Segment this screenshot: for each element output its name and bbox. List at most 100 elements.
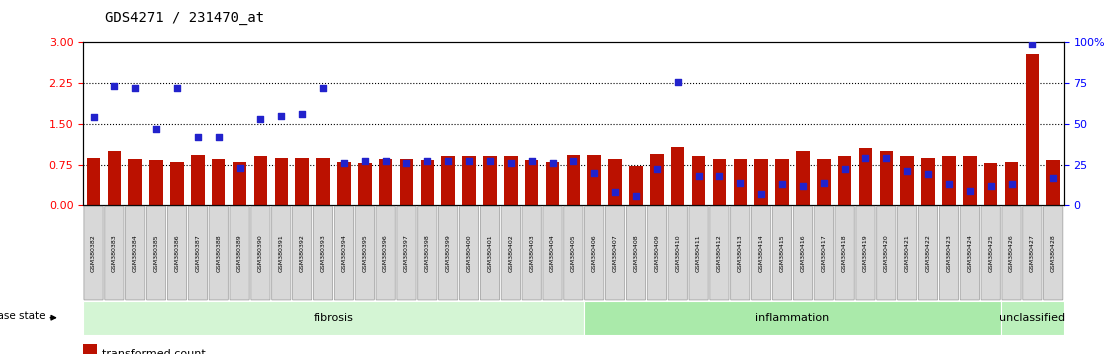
Point <box>315 85 332 91</box>
Text: GSM380419: GSM380419 <box>863 234 868 272</box>
Text: GSM380427: GSM380427 <box>1029 234 1035 272</box>
Point <box>440 159 458 164</box>
Text: GSM380392: GSM380392 <box>299 234 305 272</box>
Bar <box>400 159 413 205</box>
Bar <box>171 162 184 205</box>
Point <box>230 165 248 171</box>
Bar <box>212 159 226 205</box>
Text: GSM380426: GSM380426 <box>1009 234 1014 272</box>
Bar <box>629 166 643 205</box>
FancyBboxPatch shape <box>356 206 375 300</box>
FancyBboxPatch shape <box>230 206 249 300</box>
Point <box>398 160 416 166</box>
Text: transformed count: transformed count <box>102 349 206 354</box>
Point <box>168 85 186 91</box>
Text: GSM380397: GSM380397 <box>404 234 409 272</box>
Text: GSM380393: GSM380393 <box>320 234 326 272</box>
Bar <box>984 163 997 205</box>
Point <box>523 159 541 164</box>
Bar <box>254 156 267 205</box>
FancyBboxPatch shape <box>1002 206 1022 300</box>
FancyBboxPatch shape <box>335 206 353 300</box>
Text: GSM380428: GSM380428 <box>1050 234 1056 272</box>
FancyBboxPatch shape <box>647 206 666 300</box>
Text: GSM380401: GSM380401 <box>488 234 492 272</box>
Bar <box>1026 55 1039 205</box>
Bar <box>275 158 288 205</box>
Text: GSM380425: GSM380425 <box>988 234 993 272</box>
Bar <box>671 147 685 205</box>
Bar <box>462 156 475 205</box>
Text: GSM380410: GSM380410 <box>675 234 680 272</box>
FancyBboxPatch shape <box>584 301 1002 335</box>
Text: GSM380406: GSM380406 <box>592 234 597 272</box>
Text: GSM380402: GSM380402 <box>509 234 513 272</box>
Text: GSM380411: GSM380411 <box>696 234 701 272</box>
FancyBboxPatch shape <box>1023 206 1042 300</box>
Text: GSM380390: GSM380390 <box>258 234 263 272</box>
Point <box>899 168 916 174</box>
Text: GSM380416: GSM380416 <box>800 234 806 272</box>
Bar <box>650 154 664 205</box>
Point <box>689 173 707 179</box>
Text: GSM380408: GSM380408 <box>634 234 638 272</box>
FancyBboxPatch shape <box>919 206 937 300</box>
FancyBboxPatch shape <box>397 206 417 300</box>
Point <box>252 116 269 122</box>
Bar <box>379 159 392 205</box>
Bar <box>608 159 622 205</box>
Point <box>648 167 666 172</box>
Bar <box>129 159 142 205</box>
FancyBboxPatch shape <box>751 206 771 300</box>
Bar <box>86 158 101 205</box>
Bar <box>441 156 455 205</box>
FancyBboxPatch shape <box>146 206 166 300</box>
FancyBboxPatch shape <box>522 206 542 300</box>
Text: GSM380400: GSM380400 <box>466 234 472 272</box>
Bar <box>191 155 205 205</box>
Point <box>710 173 728 179</box>
Point <box>961 188 978 194</box>
FancyBboxPatch shape <box>188 206 207 300</box>
Point <box>940 181 957 187</box>
FancyBboxPatch shape <box>689 206 708 300</box>
Bar <box>316 158 330 205</box>
Point <box>481 159 499 164</box>
FancyBboxPatch shape <box>961 206 979 300</box>
Text: GSM380386: GSM380386 <box>174 234 179 272</box>
FancyBboxPatch shape <box>250 206 270 300</box>
Bar <box>797 151 810 205</box>
FancyBboxPatch shape <box>564 206 583 300</box>
Text: GSM380412: GSM380412 <box>717 234 722 272</box>
Bar <box>546 162 560 205</box>
FancyBboxPatch shape <box>293 206 311 300</box>
Point <box>502 160 520 166</box>
Bar <box>733 159 747 205</box>
Bar <box>921 158 935 205</box>
Point <box>356 159 373 164</box>
Text: GSM380424: GSM380424 <box>967 234 973 272</box>
Bar <box>755 159 768 205</box>
FancyBboxPatch shape <box>209 206 228 300</box>
Text: GSM380415: GSM380415 <box>780 234 784 272</box>
Point <box>856 155 874 161</box>
FancyBboxPatch shape <box>835 206 854 300</box>
Point <box>920 172 937 177</box>
Bar <box>1046 160 1060 205</box>
FancyBboxPatch shape <box>730 206 750 300</box>
Text: GSM380399: GSM380399 <box>445 234 451 272</box>
Bar <box>337 162 350 205</box>
FancyBboxPatch shape <box>710 206 729 300</box>
FancyBboxPatch shape <box>772 206 791 300</box>
Point <box>627 193 645 198</box>
Text: GSM380387: GSM380387 <box>195 234 201 272</box>
FancyBboxPatch shape <box>125 206 145 300</box>
Point <box>294 111 311 117</box>
Point <box>773 181 791 187</box>
Text: fibrosis: fibrosis <box>314 313 353 323</box>
Bar <box>859 148 872 205</box>
FancyBboxPatch shape <box>501 206 521 300</box>
FancyBboxPatch shape <box>981 206 1001 300</box>
FancyBboxPatch shape <box>855 206 875 300</box>
Text: inflammation: inflammation <box>756 313 830 323</box>
